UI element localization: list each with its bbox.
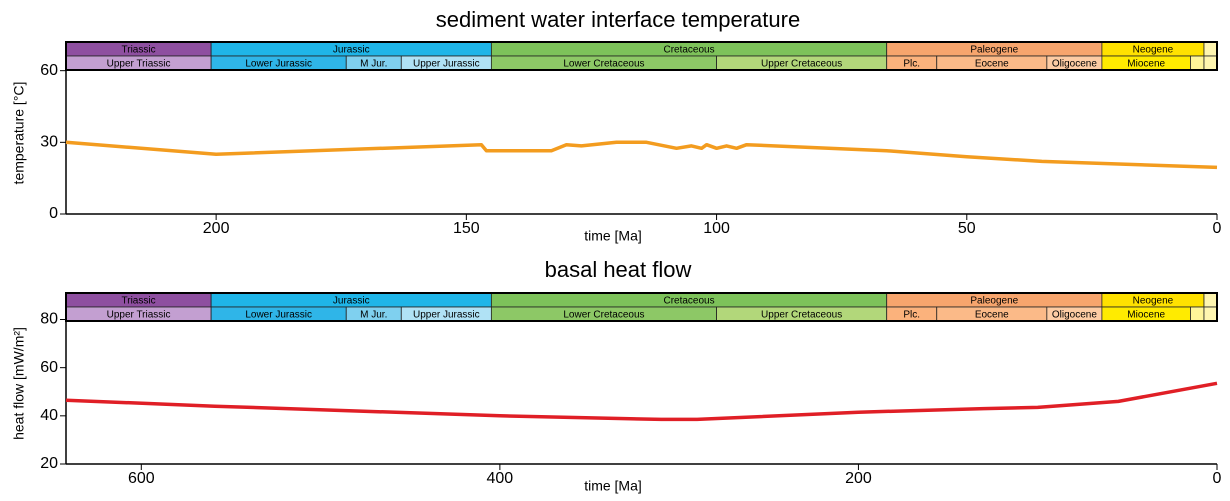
panel: basal heat flow 20 40 60 80 600 400 200 0 time [M…: [11, 257, 1222, 494]
timescale-label: Oligocene: [1052, 310, 1097, 321]
x-axis-label: time [Ma]: [584, 478, 642, 494]
timescale-label: Eocene: [975, 310, 1009, 321]
y-tick-label: 40: [40, 407, 58, 424]
timescale-label: Paleogene: [970, 45, 1018, 56]
y-tick-label: 60: [40, 359, 58, 376]
chart-title: sediment water interface temperature: [436, 7, 800, 32]
y-axis-label: temperature [°C]: [11, 82, 27, 185]
timescale-label: Lower Jurassic: [245, 59, 312, 70]
timescale-label: Upper Triassic: [107, 59, 171, 70]
timescale-label: Triassic: [122, 296, 156, 307]
y-axis-label: heat flow [mW/m²]: [11, 327, 27, 440]
timescale-label: Upper Jurassic: [413, 310, 480, 321]
timescale-cell: [1190, 306, 1205, 322]
timescale-label: Plc.: [903, 59, 920, 70]
x-tick-label: 100: [703, 220, 730, 237]
timescale-cell: [1190, 55, 1205, 71]
y-tick-label: 0: [49, 205, 58, 222]
timescale-cell: [1203, 55, 1218, 71]
timescale-label: Lower Jurassic: [245, 310, 312, 321]
timescale-label: Lower Cretaceous: [563, 59, 644, 70]
timescale-label: M Jur.: [360, 310, 387, 321]
timescale-label: M Jur.: [360, 59, 387, 70]
timescale-label: Oligocene: [1052, 59, 1097, 70]
x-tick-label: 200: [845, 470, 872, 487]
timescale-label: Jurassic: [333, 45, 370, 56]
x-tick-label: 150: [453, 220, 480, 237]
y-tick-label: 20: [40, 455, 58, 472]
timescale-cell: [1203, 41, 1218, 57]
timescale-label: Lower Cretaceous: [563, 310, 644, 321]
y-tick-label: 60: [40, 62, 58, 79]
timescale-cell: [1203, 292, 1218, 308]
timescale-label: Upper Triassic: [107, 310, 171, 321]
timescale-label: Upper Jurassic: [413, 59, 480, 70]
timescale-label: Miocene: [1127, 310, 1165, 321]
x-tick-label: 200: [203, 220, 230, 237]
timescale-label: Plc.: [903, 310, 920, 321]
data-line: [65, 140, 1218, 170]
x-tick-label: 50: [958, 220, 976, 237]
x-tick-label: 400: [487, 470, 514, 487]
timescale-label: Neogene: [1133, 45, 1174, 56]
chart-title: basal heat flow: [545, 257, 692, 282]
x-tick-label: 0: [1213, 220, 1222, 237]
timescale-label: Neogene: [1133, 296, 1174, 307]
timescale-label: Paleogene: [970, 296, 1018, 307]
x-tick-label: 600: [128, 470, 155, 487]
panel: sediment water interface temperature 0 30 6…: [11, 7, 1222, 244]
x-axis-label: time [Ma]: [584, 228, 642, 244]
x-tick-label: 0: [1213, 470, 1222, 487]
y-tick-label: 30: [40, 134, 58, 151]
timescale-label: Cretaceous: [663, 45, 714, 56]
timescale-label: Jurassic: [333, 296, 370, 307]
timescale-label: Upper Cretaceous: [761, 310, 842, 321]
timescale-label: Triassic: [122, 45, 156, 56]
timescale-label: Upper Cretaceous: [761, 59, 842, 70]
timescale-label: Miocene: [1127, 59, 1165, 70]
timescale-cell: [1203, 306, 1218, 322]
data-line: [65, 381, 1218, 422]
y-tick-label: 80: [40, 311, 58, 328]
timescale-label: Cretaceous: [663, 296, 714, 307]
timescale-label: Eocene: [975, 59, 1009, 70]
